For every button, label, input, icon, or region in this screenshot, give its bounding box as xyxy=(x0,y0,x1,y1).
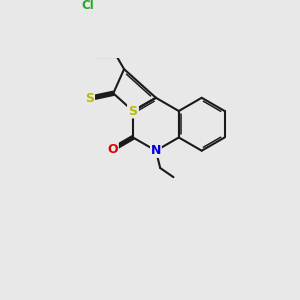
Text: S: S xyxy=(85,92,94,105)
Text: N: N xyxy=(151,144,161,157)
Text: S: S xyxy=(128,104,137,118)
Text: N: N xyxy=(128,104,138,118)
Text: Cl: Cl xyxy=(81,0,94,12)
Text: O: O xyxy=(107,142,118,156)
